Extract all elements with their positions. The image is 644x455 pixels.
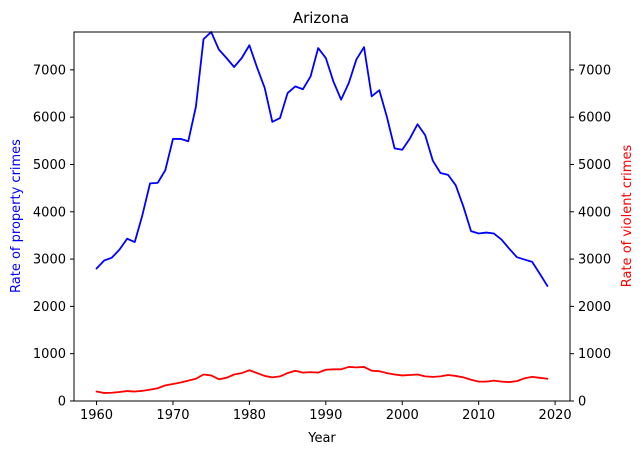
right-y-tick-label: 4000 — [578, 205, 611, 220]
x-tick-label: 1970 — [156, 408, 189, 423]
left-y-tick-label: 5000 — [33, 158, 66, 173]
right-y-tick-label: 7000 — [578, 63, 611, 78]
plot-frame — [73, 31, 571, 402]
violent-crime-line — [95, 366, 549, 394]
x-tick-label: 1960 — [80, 408, 113, 423]
left-y-axis-label: Rate of property crimes — [9, 139, 24, 293]
left-y-tick-label: 3000 — [33, 253, 66, 268]
right-y-tick-label: 2000 — [578, 300, 611, 315]
left-y-tick-label: 2000 — [33, 300, 66, 315]
series-layer — [95, 31, 549, 394]
right-y-axis-ticks: 0 1000 2000 3000 4000 5000 6000 7000 — [570, 63, 611, 410]
right-y-tick-label: 3000 — [578, 253, 611, 268]
x-tick-label: 2020 — [539, 408, 572, 423]
left-y-tick-label: 7000 — [33, 63, 66, 78]
left-y-tick-label: 4000 — [33, 205, 66, 220]
left-y-axis-ticks: 0 1000 2000 3000 4000 5000 6000 7000 — [33, 63, 74, 410]
x-tick-label: 2010 — [462, 408, 495, 423]
right-y-tick-label: 6000 — [578, 111, 611, 126]
left-y-tick-label: 1000 — [33, 347, 66, 362]
left-y-tick-label: 6000 — [33, 111, 66, 126]
right-y-axis-label: Rate of violent crimes — [620, 145, 635, 288]
x-tick-label: 1980 — [233, 408, 266, 423]
chart-title: Arizona — [293, 9, 349, 27]
property-crime-line — [95, 31, 549, 287]
x-tick-label: 2000 — [386, 408, 419, 423]
x-axis-label: Year — [307, 431, 336, 446]
right-y-tick-label: 5000 — [578, 158, 611, 173]
right-y-tick-label: 0 — [578, 395, 586, 410]
right-y-tick-label: 1000 — [578, 347, 611, 362]
x-tick-label: 1990 — [309, 408, 342, 423]
x-axis-ticks: 1960 1970 1980 1990 2000 2010 2020 — [80, 401, 572, 423]
left-y-tick-label: 0 — [58, 395, 66, 410]
